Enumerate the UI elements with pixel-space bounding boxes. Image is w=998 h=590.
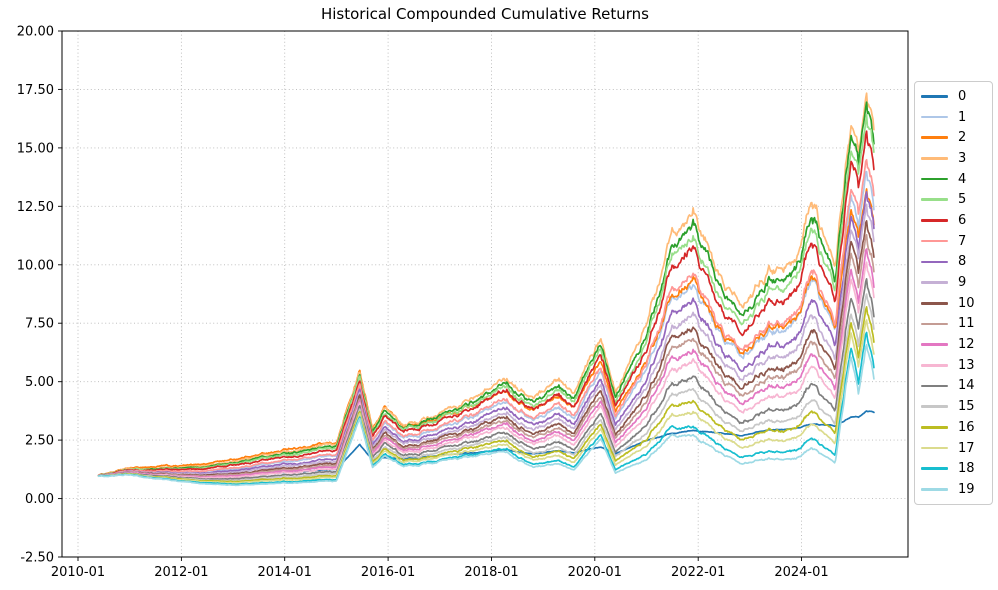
- legend-label: 4: [958, 171, 967, 187]
- legend-item-0: 0: [921, 88, 992, 104]
- legend-label: 19: [958, 481, 975, 497]
- legend-line-swatch: [921, 488, 948, 491]
- legend-line-swatch: [921, 467, 948, 471]
- legend-item-7: 7: [921, 233, 992, 249]
- y-tick-label: 0.00: [25, 492, 54, 507]
- legend-label: 8: [958, 254, 967, 270]
- chart-legend: 0 1 2 3 4 5 6 7 8 9 10 11 12 13 14 15 16 17 18 19: [914, 81, 993, 505]
- series-line-14: [97, 278, 875, 481]
- y-tick-label: 5.00: [25, 375, 54, 390]
- legend-line-swatch: [921, 157, 948, 160]
- legend-label: 14: [958, 378, 975, 394]
- series-line-6: [97, 130, 875, 477]
- legend-label: 7: [958, 233, 967, 249]
- series-line-8: [97, 191, 875, 477]
- series-line-12: [97, 248, 875, 479]
- legend-item-17: 17: [921, 440, 992, 456]
- legend-label: 3: [958, 150, 967, 166]
- legend-line-swatch: [921, 260, 948, 264]
- series-line-17: [97, 319, 875, 484]
- series-line-13: [97, 261, 875, 480]
- legend-line-swatch: [921, 239, 948, 243]
- series-line-5: [97, 113, 875, 477]
- legend-label: 9: [958, 275, 967, 291]
- legend-line-swatch: [921, 115, 948, 119]
- x-tick-label: 2014-01: [258, 565, 312, 580]
- legend-label: 10: [958, 295, 975, 311]
- x-tick-label: 2016-01: [361, 565, 415, 580]
- legend-item-18: 18: [921, 461, 992, 477]
- legend-item-2: 2: [921, 130, 992, 146]
- chart-title: Historical Compounded Cumulative Returns: [320, 5, 649, 23]
- legend-item-6: 6: [921, 212, 992, 228]
- legend-line-swatch: [921, 136, 948, 140]
- x-tick-label: 2018-01: [464, 565, 518, 580]
- legend-line-swatch: [921, 198, 948, 202]
- legend-label: 5: [958, 192, 967, 208]
- legend-label: 16: [958, 419, 975, 435]
- x-tick-label: 2020-01: [568, 565, 622, 580]
- series-line-16: [97, 306, 875, 483]
- legend-item-9: 9: [921, 275, 992, 291]
- legend-item-10: 10: [921, 295, 992, 311]
- legend-item-1: 1: [921, 109, 992, 125]
- legend-label: 17: [958, 440, 975, 456]
- legend-line-swatch: [921, 322, 948, 326]
- legend-item-16: 16: [921, 419, 992, 435]
- series-line-11: [97, 233, 875, 478]
- legend-label: 6: [958, 212, 967, 228]
- legend-label: 2: [958, 130, 967, 146]
- y-tick-label: 2.50: [25, 434, 54, 449]
- y-tick-label: -2.50: [20, 551, 54, 566]
- series-line-18: [97, 331, 875, 486]
- x-tick-label: 2010-01: [51, 565, 105, 580]
- legend-item-4: 4: [921, 171, 992, 187]
- series-line-7: [97, 158, 875, 477]
- plot-border: [61, 30, 909, 558]
- legend-line-swatch: [921, 343, 948, 346]
- legend-item-12: 12: [921, 337, 992, 353]
- legend-line-swatch: [921, 177, 948, 181]
- legend-item-15: 15: [921, 399, 992, 415]
- legend-label: 0: [958, 88, 967, 104]
- legend-label: 13: [958, 357, 975, 373]
- legend-item-11: 11: [921, 316, 992, 332]
- legend-line-swatch: [921, 384, 948, 388]
- legend-item-14: 14: [921, 378, 992, 394]
- series-line-3: [97, 92, 875, 477]
- legend-item-5: 5: [921, 192, 992, 208]
- legend-item-19: 19: [921, 481, 992, 497]
- x-tick-label: 2024-01: [774, 565, 828, 580]
- legend-line-swatch: [921, 426, 948, 429]
- series-line-19: [97, 343, 875, 487]
- y-tick-label: 12.50: [17, 200, 54, 215]
- legend-line-swatch: [921, 95, 948, 98]
- y-tick-label: 20.00: [17, 25, 54, 40]
- x-tick-label: 2012-01: [154, 565, 208, 580]
- legend-item-8: 8: [921, 254, 992, 270]
- legend-line-swatch: [921, 301, 948, 305]
- series-lines: [97, 92, 875, 487]
- legend-line-swatch: [921, 363, 948, 367]
- legend-label: 11: [958, 316, 975, 332]
- y-tick-label: 17.50: [17, 83, 54, 98]
- legend-label: 18: [958, 461, 975, 477]
- x-tick-label: 2022-01: [671, 565, 725, 580]
- legend-label: 12: [958, 337, 975, 353]
- y-tick-label: 15.00: [17, 141, 54, 156]
- legend-line-swatch: [921, 405, 948, 408]
- legend-line-swatch: [921, 281, 948, 284]
- legend-item-13: 13: [921, 357, 992, 373]
- legend-line-swatch: [921, 446, 948, 450]
- legend-label: 1: [958, 109, 967, 125]
- y-tick-label: 7.50: [25, 317, 54, 332]
- y-tick-label: 10.00: [17, 258, 54, 273]
- legend-label: 15: [958, 399, 975, 415]
- legend-item-3: 3: [921, 150, 992, 166]
- legend-line-swatch: [921, 219, 948, 222]
- series-line-1: [97, 170, 875, 477]
- series-line-9: [97, 203, 875, 477]
